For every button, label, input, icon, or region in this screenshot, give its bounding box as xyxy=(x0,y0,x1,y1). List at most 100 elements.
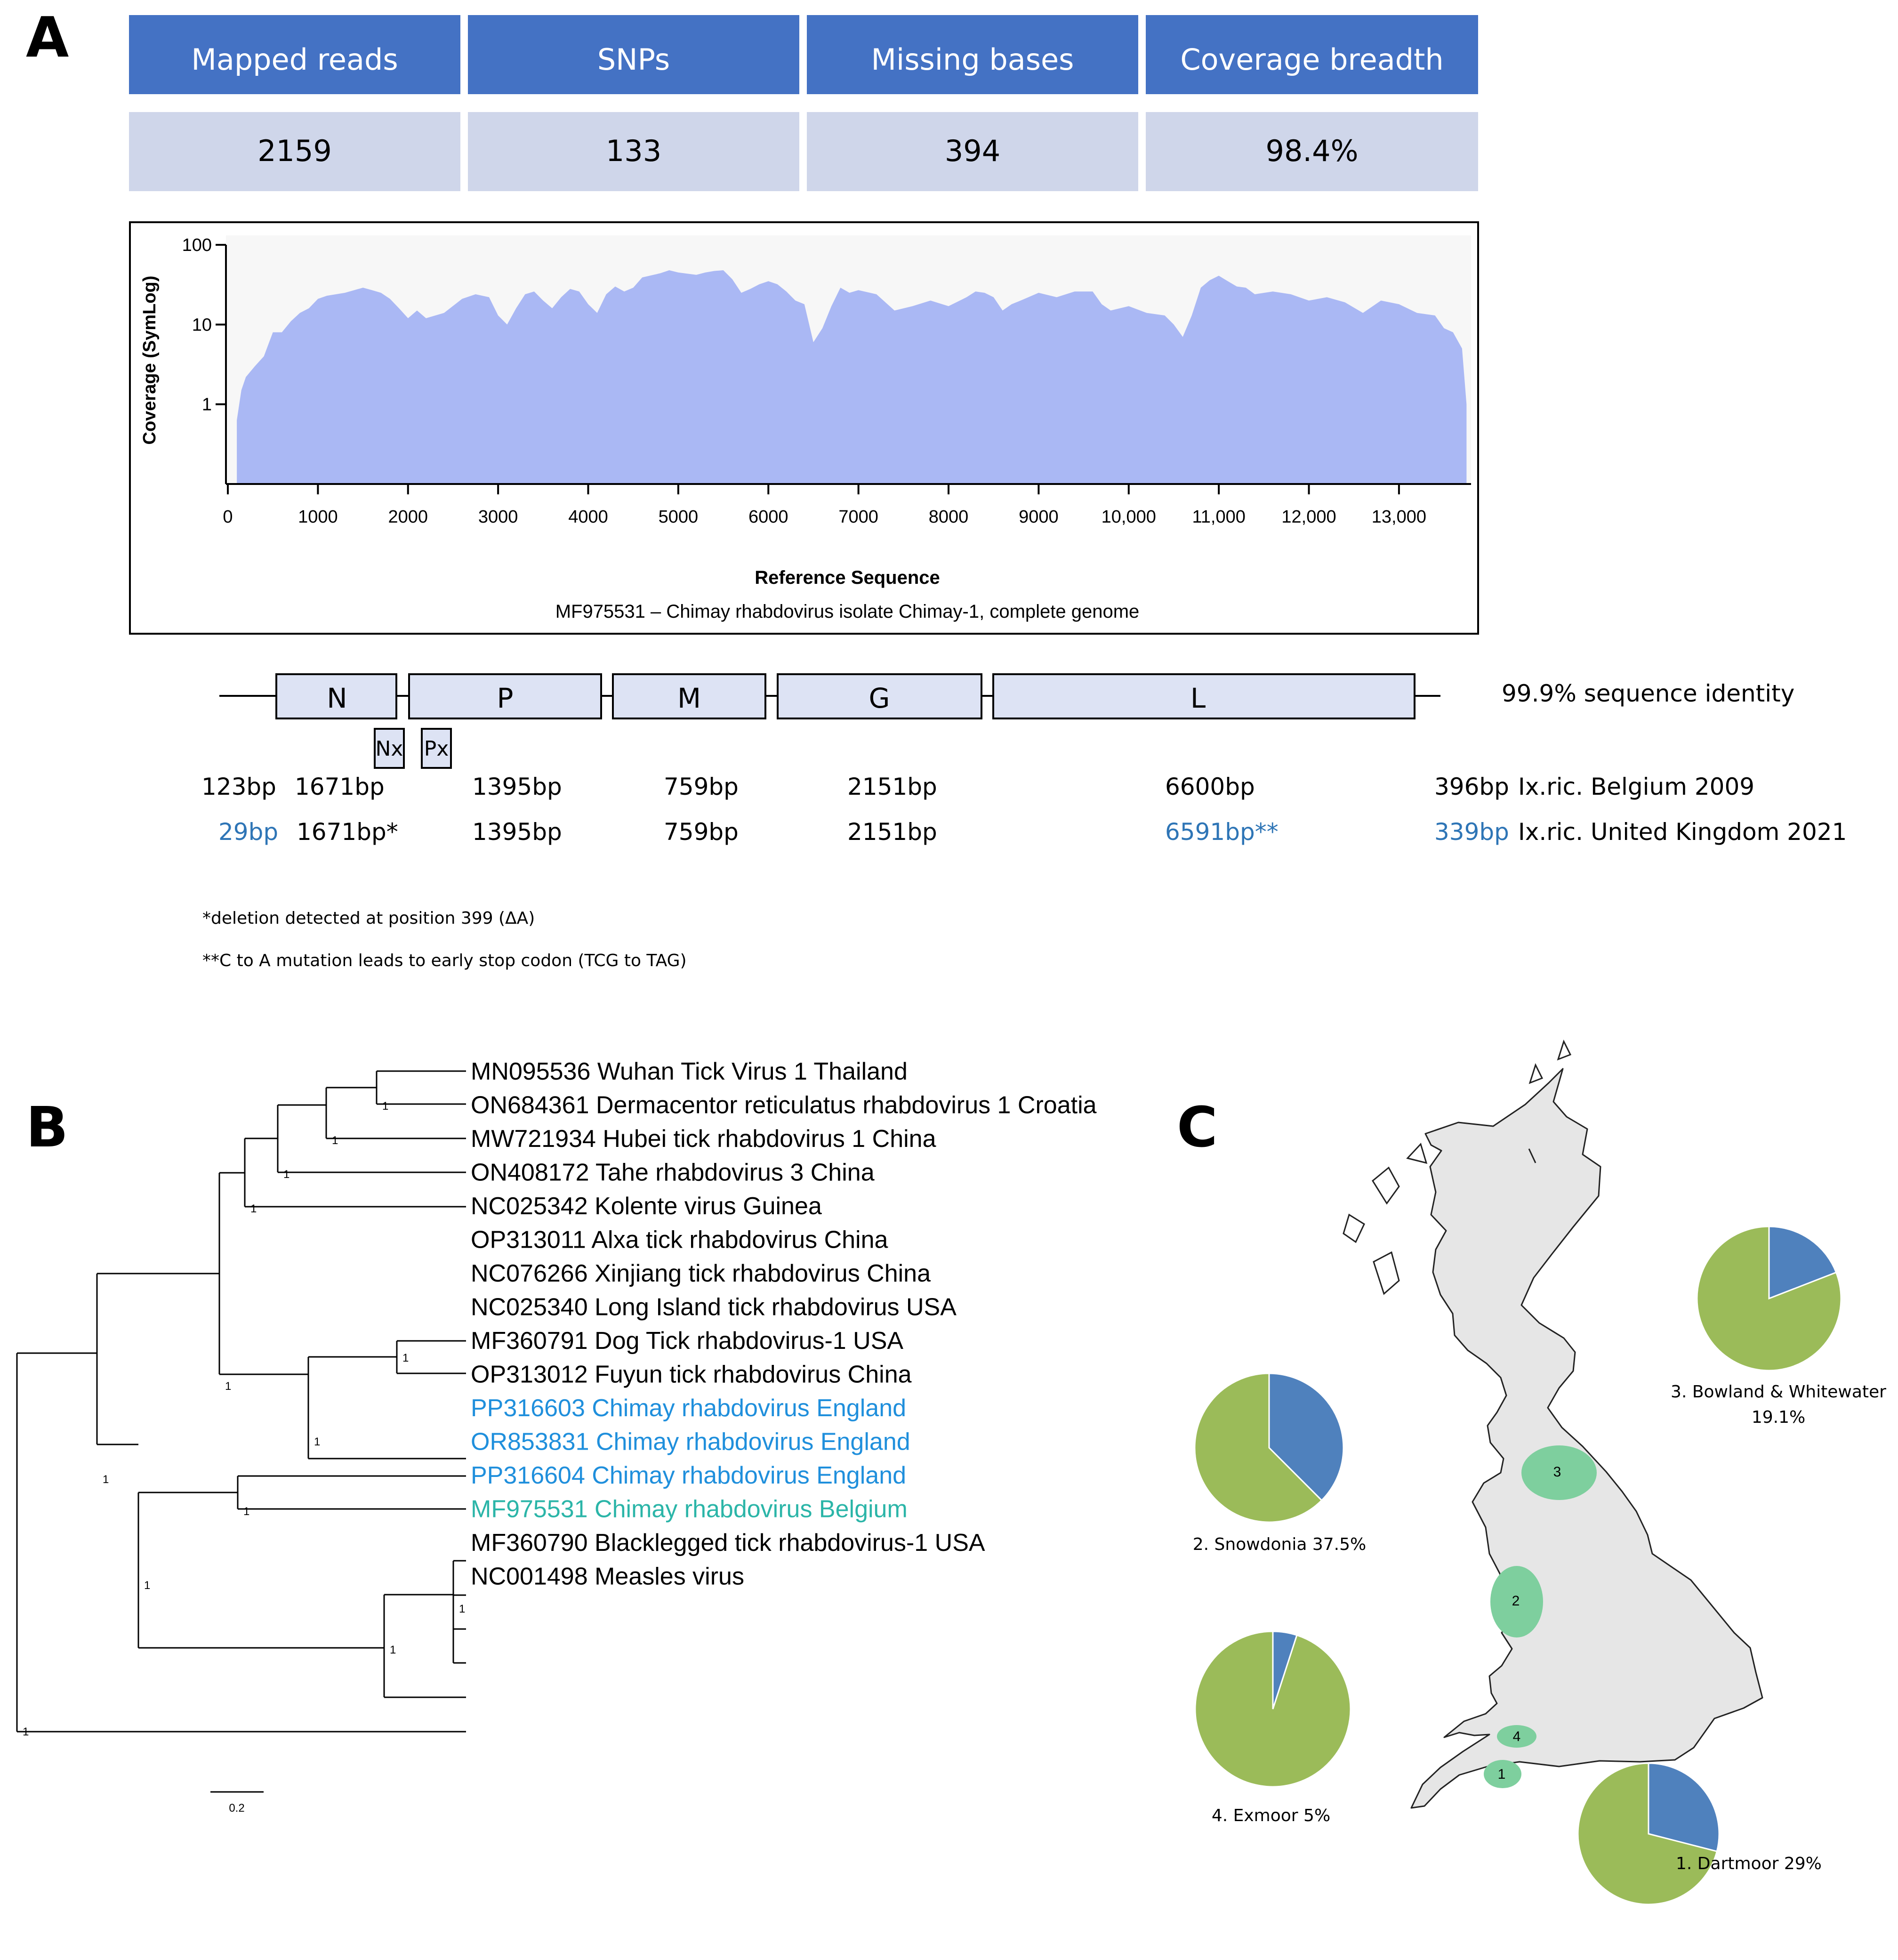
stats-header-cell xyxy=(807,15,1138,94)
pie-labels: 3. Bowland & Whitewater 19.1% 2. Snowdon… xyxy=(1193,1382,1886,1873)
gene-box-n xyxy=(275,673,397,719)
gene-label-nx: Nx xyxy=(376,737,403,761)
coverage-y-tick-label: 1 xyxy=(202,395,212,415)
length-m-belgium: 759bp xyxy=(664,773,739,800)
strain-label-belgium: Ix.ric. Belgium 2009 xyxy=(1518,773,1754,800)
pie-label-bowland-pct: 19.1% xyxy=(1752,1408,1805,1427)
strain-label-uk: Ix.ric. United Kingdom 2021 xyxy=(1518,818,1847,846)
coverage-x-tick-label: 11,000 xyxy=(1192,507,1245,527)
pie-label-exmoor: 4. Exmoor 5% xyxy=(1212,1806,1330,1825)
prevalence-pies xyxy=(1194,1226,1842,1905)
length-n-uk: 1671bp* xyxy=(297,818,398,846)
tree-taxon-label: NC001498 Measles virus xyxy=(471,1563,744,1590)
stats-value-cell xyxy=(468,112,799,191)
gene-box-px xyxy=(421,728,452,769)
tree-taxon-label: NC076266 Xinjiang tick rhabdovirus China xyxy=(471,1260,931,1287)
footnote-deletion: *deletion detected at position 399 (ΔA) xyxy=(202,909,535,928)
stats-value-cell xyxy=(807,112,1138,191)
gene-label-l: L xyxy=(1190,682,1206,714)
pie-slice-positive xyxy=(1648,1762,1720,1853)
site-number-1: 1 xyxy=(1498,1766,1506,1782)
pie-slice-negative xyxy=(1696,1226,1842,1371)
support-value: 1 xyxy=(332,1134,338,1147)
length-l-belgium: 6600bp xyxy=(1165,773,1255,800)
tree-scale-label: 0.2 xyxy=(229,1802,244,1815)
stats-header-cell xyxy=(129,15,460,94)
panel-label-c: C xyxy=(1177,1095,1218,1160)
coverage-x-tick-label: 6000 xyxy=(748,507,788,527)
site-1-dartmoor xyxy=(1484,1760,1521,1788)
site-2-snowdonia xyxy=(1490,1566,1543,1637)
stat-value-snps: 133 xyxy=(606,134,661,168)
gene-box-g xyxy=(777,673,982,719)
genome-map xyxy=(219,673,1440,769)
length-utr3-belgium: 396bp xyxy=(1434,773,1509,800)
gene-label-n: N xyxy=(327,682,347,714)
stat-header-mapped-reads: Mapped reads xyxy=(191,42,398,77)
coverage-x-tick-label: 2000 xyxy=(388,507,428,527)
coverage-x-tick-label: 4000 xyxy=(568,507,608,527)
support-value: 1 xyxy=(402,1352,409,1364)
support-value: 1 xyxy=(144,1579,150,1592)
panel-label-b: B xyxy=(26,1095,68,1160)
phylogenetic-tree xyxy=(16,1070,466,1793)
length-p-uk: 1395bp xyxy=(472,818,562,846)
stat-value-mapped-reads: 2159 xyxy=(257,134,332,168)
length-g-belgium: 2151bp xyxy=(847,773,937,800)
stats-value-cell xyxy=(129,112,460,191)
tree-taxon-label: MF360790 Blacklegged tick rhabdovirus-1 … xyxy=(471,1529,985,1557)
coverage-x-tick-label: 9000 xyxy=(1019,507,1059,527)
northern-islands xyxy=(1343,1040,1572,1295)
coverage-x-tick-label: 10,000 xyxy=(1102,507,1156,527)
great-britain-outline xyxy=(1410,1068,1763,1809)
length-utr3-uk: 339bp xyxy=(1434,818,1509,846)
gene-label-px: Px xyxy=(424,737,449,761)
stats-header-cell xyxy=(1146,15,1478,94)
coverage-area xyxy=(237,270,1467,484)
length-n-belgium: 1671bp xyxy=(295,773,385,800)
tree-taxon-label: MN095536 Wuhan Tick Virus 1 Thailand xyxy=(471,1058,908,1085)
gene-box-nx xyxy=(374,728,405,769)
coverage-x-tick-label: 12,000 xyxy=(1281,507,1336,527)
coverage-x-tick-label: 3000 xyxy=(478,507,518,527)
support-value: 1 xyxy=(459,1603,465,1615)
support-value: 1 xyxy=(23,1726,29,1738)
pie-slice-negative xyxy=(1194,1630,1351,1788)
length-utr5-uk: 29bp xyxy=(218,818,278,846)
tree-taxon-label: MF975531 Chimay rhabdovirus Belgium xyxy=(471,1496,908,1523)
length-p-belgium: 1395bp xyxy=(472,773,562,800)
pie-label-dartmoor: 1. Dartmoor 29% xyxy=(1676,1854,1822,1873)
tree-taxon-label: MF360791 Dog Tick rhabdovirus-1 USA xyxy=(471,1327,903,1355)
coverage-y-tick-label: 100 xyxy=(182,235,212,255)
length-l-uk: 6591bp** xyxy=(1165,818,1279,846)
coverage-x-tick-label: 1000 xyxy=(298,507,338,527)
support-value: 1 xyxy=(283,1168,290,1181)
gene-box-p xyxy=(408,673,602,719)
pie-slice-positive xyxy=(1268,1372,1344,1501)
site-4-exmoor xyxy=(1497,1725,1536,1748)
gene-box-l xyxy=(992,673,1415,719)
stat-header-snps: SNPs xyxy=(597,42,670,77)
tree-taxon-label: OR853831 Chimay rhabdovirus England xyxy=(471,1428,910,1456)
coverage-x-tick-label: 8000 xyxy=(929,507,969,527)
tree-taxon-label: NC025342 Kolente virus Guinea xyxy=(471,1193,822,1220)
site-3-bowland xyxy=(1521,1445,1597,1500)
stat-value-coverage-breadth: 98.4% xyxy=(1266,134,1359,168)
coverage-caption: MF975531 – Chimay rhabdovirus isolate Ch… xyxy=(555,601,1140,622)
tree-taxon-label: ON684361 Dermacentor reticulatus rhabdov… xyxy=(471,1092,1097,1119)
support-value: 1 xyxy=(382,1100,388,1113)
support-value: 1 xyxy=(243,1505,249,1518)
coverage-x-tick-label: 7000 xyxy=(838,507,878,527)
tree-taxon-label: MW721934 Hubei tick rhabdovirus 1 China xyxy=(471,1125,936,1153)
site-number-3: 3 xyxy=(1553,1464,1561,1480)
uk-map: 3 2 4 1 xyxy=(1343,1040,1763,1809)
coverage-x-ticks: 0 1000 2000 3000 4000 5000 6000 7000 8000 9000 10,… xyxy=(223,484,1426,527)
stats-value-cell xyxy=(1146,112,1478,191)
stats-header-cell xyxy=(468,15,799,94)
coverage-y-ticks: 1 10 100 xyxy=(182,235,226,415)
gene-label-m: M xyxy=(677,682,701,714)
pie-slice-negative xyxy=(1577,1762,1718,1905)
coverage-y-label: Coverage (SymLog) xyxy=(140,276,160,445)
length-m-uk: 759bp xyxy=(664,818,739,846)
